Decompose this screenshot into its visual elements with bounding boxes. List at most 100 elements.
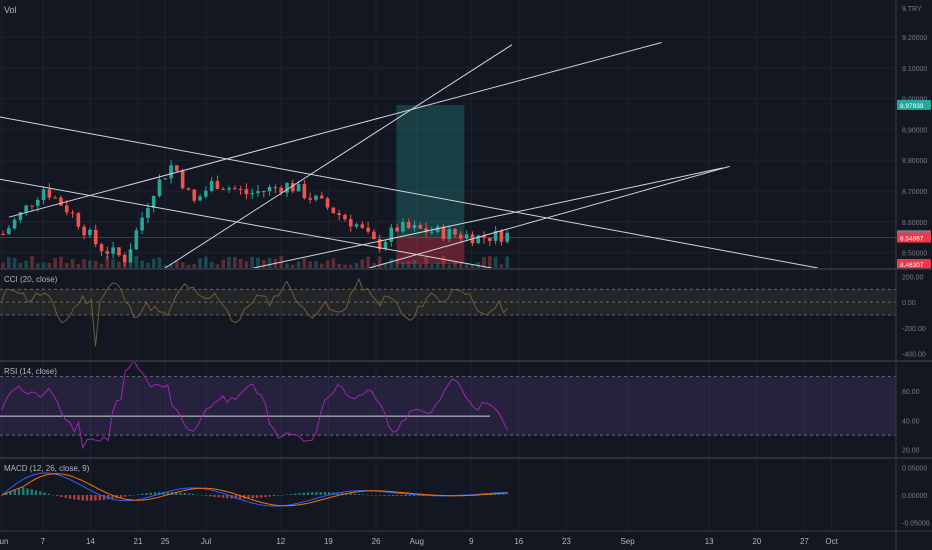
macd-histogram-bar <box>506 494 509 496</box>
trendline[interactable] <box>0 177 492 268</box>
candle-body <box>366 227 370 232</box>
volume-bar <box>499 264 504 268</box>
volume-bar <box>122 258 127 268</box>
candle-body <box>343 214 347 220</box>
macd-histogram-bar <box>175 492 178 495</box>
trendline[interactable] <box>0 115 819 268</box>
volume-bar <box>296 261 301 268</box>
trendline[interactable] <box>8 42 662 218</box>
volume-bar <box>47 262 52 268</box>
macd-histogram-bar <box>200 495 203 496</box>
candle-body <box>233 188 237 190</box>
macd-histogram-bar <box>204 495 208 496</box>
macd-histogram-bar <box>22 487 25 495</box>
volume-bar <box>401 261 405 268</box>
candle-body <box>308 198 312 200</box>
macd-histogram-bar <box>119 495 123 498</box>
candle-body <box>64 205 69 213</box>
volume-bar <box>314 261 318 268</box>
macd-histogram-bar <box>451 494 454 496</box>
macd-histogram-bar <box>26 488 29 495</box>
volume-bar <box>308 261 312 268</box>
volume-bar <box>430 264 434 268</box>
candle-body <box>424 228 428 233</box>
volume-bar <box>447 264 452 268</box>
volume-bar <box>111 259 115 268</box>
rsi-tick-label: 20.00 <box>902 448 920 455</box>
x-tick-label: 27 <box>800 537 809 546</box>
candle-body <box>418 224 423 229</box>
candle-body <box>372 231 376 239</box>
trendline[interactable] <box>369 165 730 268</box>
macd-line <box>1 472 508 507</box>
candle-body <box>348 219 353 227</box>
volume-bar <box>175 260 179 268</box>
trendline[interactable] <box>164 44 513 268</box>
macd-histogram-bar <box>396 495 399 497</box>
candle-body <box>175 165 179 171</box>
trendlines[interactable] <box>0 42 819 268</box>
candle-body <box>105 251 110 254</box>
volume-bar <box>30 256 34 268</box>
signal-line <box>1 473 508 507</box>
candle-body <box>227 188 231 190</box>
candle-body <box>383 241 388 250</box>
candle-body <box>296 184 301 192</box>
macd-histogram-bar <box>81 495 84 501</box>
cci-tick-label: 0.00 <box>902 300 916 307</box>
macd-histogram-bar <box>85 495 89 501</box>
x-tick-label: Aug <box>410 537 424 546</box>
candle-body <box>290 182 295 192</box>
volume-bar <box>59 256 63 268</box>
candle-body <box>493 230 498 241</box>
macd-axis-ticks: 0.05000 0.00000 -0.05000 <box>902 465 930 527</box>
candle-body <box>35 199 40 206</box>
macd-histogram-bar <box>149 492 152 495</box>
price-tick-label: 9.20000 <box>902 35 927 42</box>
macd-histogram-bar <box>294 493 297 495</box>
volume-bar <box>250 256 255 268</box>
macd-histogram-bar <box>43 492 46 495</box>
volume-bar <box>470 264 475 268</box>
candle-body <box>354 224 359 227</box>
trendline[interactable] <box>253 167 723 268</box>
candle-body <box>221 188 226 190</box>
macd-histogram-bar <box>9 491 12 495</box>
volume-bar <box>70 259 75 268</box>
x-tick-label: 19 <box>324 537 333 546</box>
volume-bar <box>435 262 440 268</box>
macd-histogram-bar <box>349 493 352 495</box>
candle-body <box>204 190 208 197</box>
candle-body <box>30 205 34 207</box>
volume-bar <box>372 263 376 268</box>
volume-bar <box>395 258 399 268</box>
macd-histogram-bar <box>455 494 458 496</box>
volume-bar <box>64 262 69 268</box>
macd-label: MACD (12, 26, close, 9) <box>4 464 90 473</box>
macd-histogram-bar <box>272 495 276 497</box>
candle-body <box>12 219 17 229</box>
macd-histogram-bar <box>298 493 301 495</box>
volume-bar <box>117 261 121 268</box>
volume-bar <box>244 261 249 268</box>
candle-body <box>482 235 486 238</box>
macd-histogram-bar <box>311 492 314 495</box>
macd-histogram-bar <box>353 493 356 495</box>
candle-body <box>163 178 168 180</box>
macd-histogram-bar <box>489 494 492 495</box>
pane-separators[interactable] <box>0 268 932 459</box>
macd-histogram-bar <box>306 492 310 495</box>
volume-bar <box>377 256 382 268</box>
x-tick-label: 16 <box>514 537 523 546</box>
volume-bar <box>290 264 295 268</box>
candle-body <box>99 244 104 252</box>
macd-histogram-bar <box>370 495 373 496</box>
macd-tick-label: 0.00000 <box>902 493 927 500</box>
macd-histogram-bar <box>13 489 16 495</box>
candle-body <box>441 226 446 239</box>
candle-body <box>360 224 365 228</box>
volume-bar <box>18 262 23 268</box>
price-tag-bg <box>897 258 931 269</box>
